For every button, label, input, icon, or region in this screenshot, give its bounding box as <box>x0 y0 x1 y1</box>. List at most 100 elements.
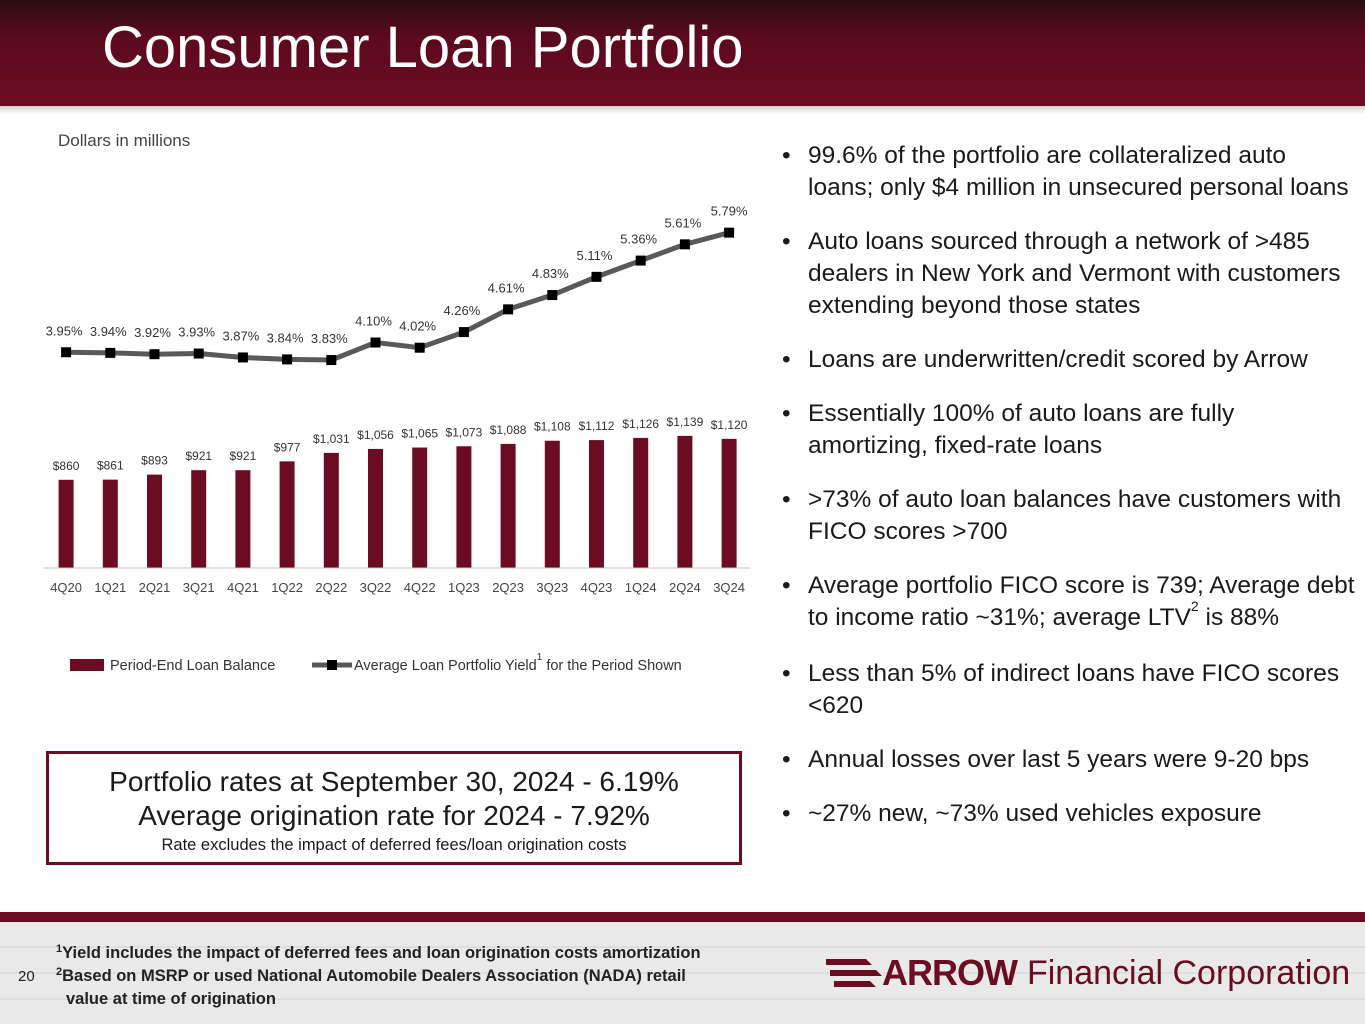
yield-point-3Q21 <box>193 348 204 359</box>
bar-label-2Q22: $1,031 <box>313 432 350 446</box>
yield-point-1Q24 <box>635 255 646 266</box>
bullet-list: • 99.6% of the portfolio are collateraliz… <box>778 140 1358 852</box>
bar-1Q24 <box>633 437 649 568</box>
yield-label-3Q22: 4.10% <box>355 314 392 329</box>
bar-label-1Q24: $1,126 <box>622 417 659 431</box>
yield-label-3Q21: 3.93% <box>178 325 215 340</box>
bullet-dot: • <box>782 800 791 827</box>
bullet-dot: • <box>782 346 791 373</box>
x-tick-1Q21: 1Q21 <box>94 580 126 595</box>
bar-1Q21 <box>102 479 118 568</box>
yield-point-2Q21 <box>149 349 160 360</box>
origination-rate-text: Average origination rate for 2024 - 7.92… <box>138 800 650 831</box>
yield-label-2Q21: 3.92% <box>134 325 171 340</box>
legend-label-balance: Period-End Loan Balance <box>110 658 275 674</box>
loan-portfolio-chart: $860 $861 $893 $921 $921 $977 $1,031 $1,056 $1,0… <box>44 204 750 674</box>
logo-mark-text: ARROW <box>882 952 1018 993</box>
bullet-text: Auto loans sourced through a network of … <box>808 228 1341 319</box>
x-tick-3Q22: 3Q22 <box>360 580 392 595</box>
bar-label-2Q21: $893 <box>141 454 168 468</box>
x-tick-3Q21: 3Q21 <box>183 580 215 595</box>
bullet-dot: • <box>782 142 791 169</box>
footnote-1: 1Yield includes the impact of deferred f… <box>56 942 701 966</box>
bullet-item: • Annual losses over last 5 years were 9-… <box>778 744 1358 776</box>
footnote-2-text: Based on MSRP or used National Automobil… <box>62 967 686 985</box>
x-tick-2Q23: 2Q23 <box>492 580 524 595</box>
bullet-dot: • <box>782 660 791 687</box>
bar-label-3Q24: $1,120 <box>711 418 748 432</box>
x-tick-2Q24: 2Q24 <box>669 580 701 595</box>
bullet-dot: • <box>782 400 791 427</box>
bar-label-4Q22: $1,065 <box>401 427 438 441</box>
yield-point-2Q24 <box>679 239 690 250</box>
portfolio-rate-text: Portfolio rates at September 30, 2024 - … <box>109 766 679 797</box>
yield-label-4Q20: 3.95% <box>46 323 83 338</box>
bullet-item: • Average portfolio FICO score is 739; Av… <box>778 570 1358 636</box>
header-bar: Consumer Loan Portfolio <box>0 0 1365 106</box>
bar-label-1Q22: $977 <box>274 440 301 454</box>
portfolio-rates-box: Portfolio rates at September 30, 2024 - … <box>46 751 742 865</box>
x-tick-3Q23: 3Q23 <box>536 580 568 595</box>
yield-label-2Q22: 3.83% <box>311 331 348 346</box>
bullet-dot: • <box>782 486 791 513</box>
arrow-logo-icon <box>826 959 882 987</box>
yield-label-4Q22: 4.02% <box>399 319 436 334</box>
bullet-dot: • <box>782 572 791 599</box>
yield-point-4Q22 <box>414 342 425 353</box>
yield-point-1Q22 <box>282 354 293 365</box>
yield-label-1Q21: 3.94% <box>90 324 127 339</box>
yield-label-2Q24: 5.61% <box>664 215 701 230</box>
bullet-item: • 99.6% of the portfolio are collateraliz… <box>778 140 1358 204</box>
footer-divider <box>0 912 1365 922</box>
bar-4Q21 <box>235 470 251 568</box>
bar-4Q20 <box>58 479 74 568</box>
bar-label-4Q23: $1,112 <box>579 419 615 433</box>
bullet-dot: • <box>782 228 791 255</box>
footer <box>0 922 1365 1024</box>
yield-label-2Q23: 4.61% <box>488 280 525 295</box>
bullet-text: Loans are underwritten/credit scored by … <box>808 346 1308 373</box>
yield-point-3Q24 <box>724 227 735 238</box>
legend-swatch-balance <box>70 659 104 671</box>
bullet-item: • Less than 5% of indirect loans have FIC… <box>778 658 1358 722</box>
page-title: Consumer Loan Portfolio <box>102 15 744 80</box>
bullet-item: • Essentially 100% of auto loans are full… <box>778 398 1358 462</box>
footnote-2: 2Based on MSRP or used National Automobi… <box>56 965 686 989</box>
yield-label-3Q24: 5.79% <box>711 204 748 219</box>
rates-note: Rate excludes the impact of deferred fee… <box>161 836 627 854</box>
footnote-1-text: Yield includes the impact of deferred fe… <box>62 944 701 962</box>
bullet-item: • >73% of auto loan balances have custome… <box>778 484 1358 548</box>
yield-line <box>66 230 730 363</box>
bar-label-4Q20: $860 <box>53 459 80 473</box>
yield-point-4Q20 <box>61 347 72 358</box>
bullet-text: 99.6% of the portfolio are collateralize… <box>808 142 1349 201</box>
footnote-2-cont: value at time of origination <box>66 990 276 1008</box>
yield-label-1Q22: 3.84% <box>267 330 304 345</box>
footnote-2-mark: 2 <box>56 966 63 978</box>
bullet-item: • Loans are underwritten/credit scored by… <box>778 344 1358 376</box>
yield-label-4Q23: 5.11% <box>577 248 613 263</box>
bullet-item: • ~27% new, ~73% used vehicles exposure <box>778 798 1358 830</box>
bullet-text: Average portfolio FICO score is 739; Ave… <box>808 572 1355 631</box>
footnote-1-mark: 1 <box>56 943 63 955</box>
bullet-text: Less than 5% of indirect loans have FICO… <box>808 660 1340 719</box>
bullet-dot: • <box>782 746 791 773</box>
yield-point-1Q23 <box>458 327 469 338</box>
bar-1Q22 <box>279 461 295 568</box>
x-tick-4Q21: 4Q21 <box>227 580 259 595</box>
bullet-text: Essentially 100% of auto loans are fully… <box>808 400 1235 459</box>
yield-point-4Q21 <box>237 352 248 363</box>
x-tick-4Q23: 4Q23 <box>581 580 613 595</box>
yield-point-2Q23 <box>503 304 514 315</box>
page-number: 20 <box>18 968 35 985</box>
bar-1Q23 <box>456 446 472 568</box>
yield-point-4Q23 <box>591 271 602 282</box>
bar-label-1Q23: $1,073 <box>446 425 483 439</box>
yield-label-4Q21: 3.87% <box>222 328 259 343</box>
legend-label-yield: Average Loan Portfolio Yield1 for the Pe… <box>354 652 682 674</box>
bar-3Q24 <box>721 438 737 568</box>
bar-label-2Q23: $1,088 <box>490 423 527 437</box>
footnote-mark: 2 <box>1190 598 1199 614</box>
yield-label-1Q24: 5.36% <box>620 232 657 247</box>
bullet-text: ~27% new, ~73% used vehicles exposure <box>808 800 1262 827</box>
